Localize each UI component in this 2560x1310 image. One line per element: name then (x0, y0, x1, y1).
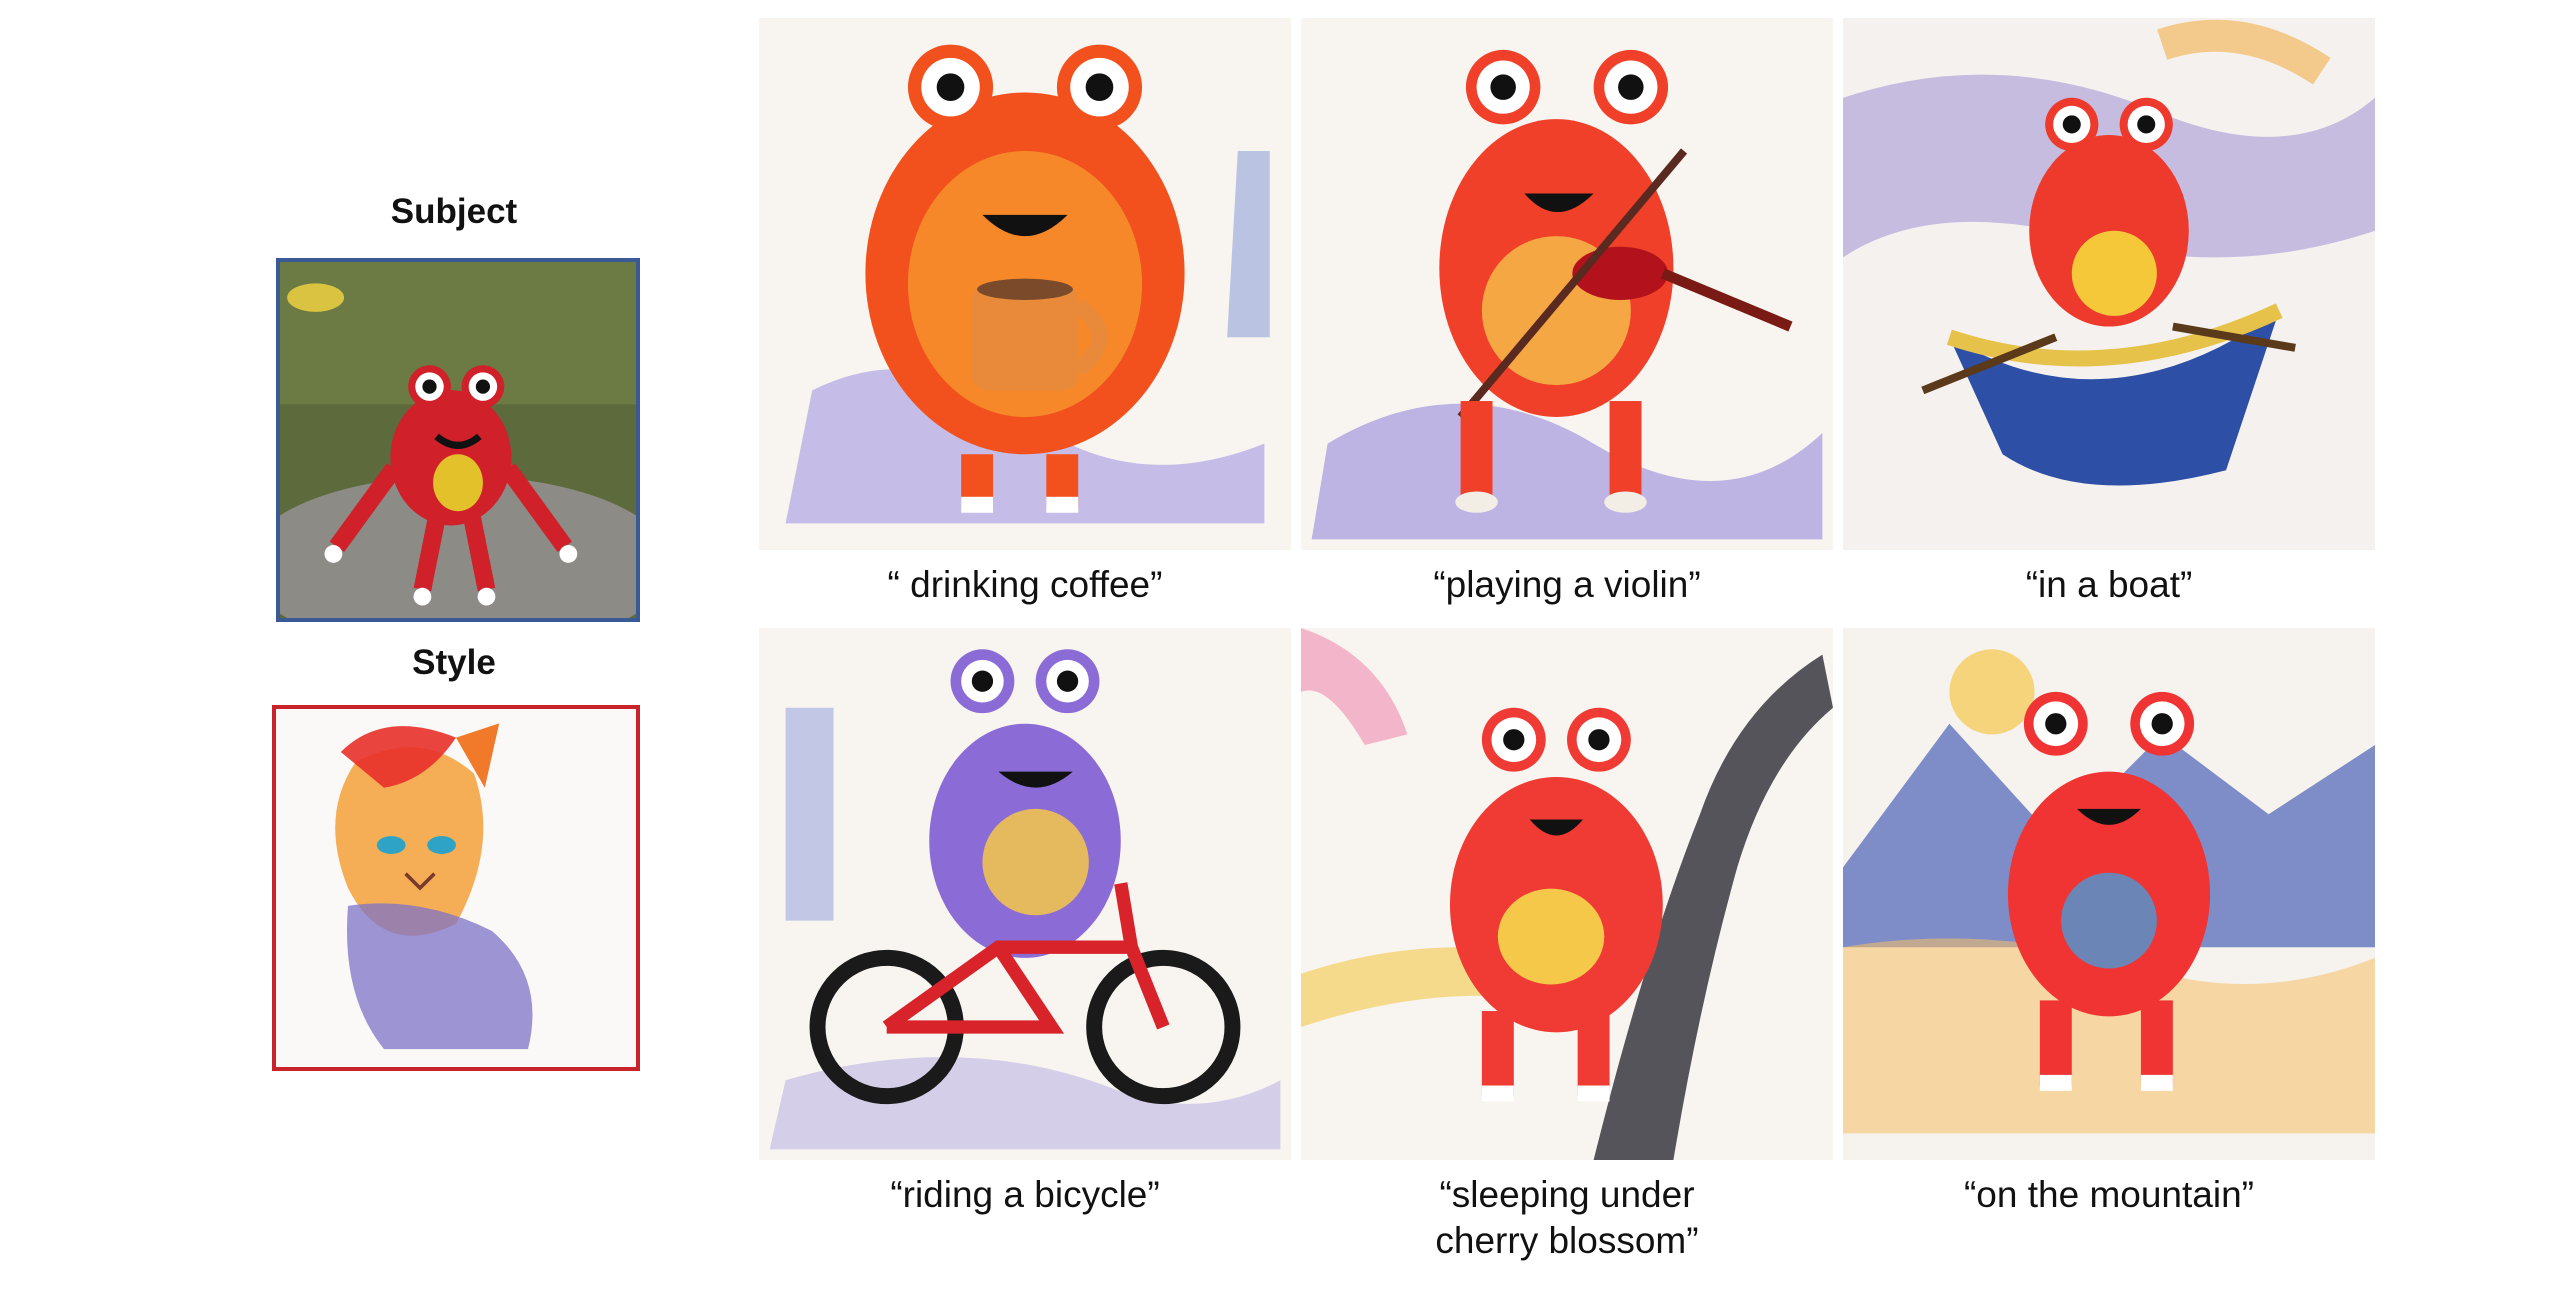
monster-cherry-blossom-illustration (1301, 628, 1833, 1160)
style-label: Style (412, 643, 496, 682)
caption-cherry-blossom: “sleeping under cherry blossom” (1435, 1174, 1699, 1261)
caption-on-the-mountain: “on the mountain” (1963, 1174, 2254, 1215)
monster-violin-illustration (1301, 18, 1833, 550)
monster-coffee-illustration (759, 18, 1291, 550)
boat-icon (1949, 310, 2280, 486)
caption-riding-bicycle: “riding a bicycle” (890, 1174, 1160, 1215)
caption-drinking-coffee: “ drinking coffee” (887, 564, 1163, 605)
monster-mountain-illustration (1843, 628, 2375, 1160)
watercolor-cat-painting (276, 709, 636, 1067)
caption-playing-violin: “playing a violin” (1433, 564, 1701, 605)
subject-monster-photo (280, 262, 636, 618)
result-image-on-the-mountain (1843, 628, 2375, 1160)
subject-image (276, 258, 640, 622)
result-image-in-a-boat (1843, 18, 2375, 550)
coffee-mug-icon (971, 284, 1079, 391)
result-image-riding-bicycle (759, 628, 1291, 1160)
monster-boat-illustration (1843, 18, 2375, 550)
tree-trunk-icon (1593, 654, 1833, 1160)
style-image (272, 705, 640, 1071)
result-image-playing-violin (1301, 18, 1833, 550)
sun-icon (1949, 649, 2035, 735)
subject-label: Subject (390, 192, 518, 231)
violin-icon (1572, 246, 1669, 300)
result-image-cherry-blossom (1301, 628, 1833, 1160)
result-image-drinking-coffee (759, 18, 1291, 550)
monster-bicycle-illustration (759, 628, 1291, 1160)
caption-in-a-boat: “in a boat” (2025, 564, 2193, 605)
